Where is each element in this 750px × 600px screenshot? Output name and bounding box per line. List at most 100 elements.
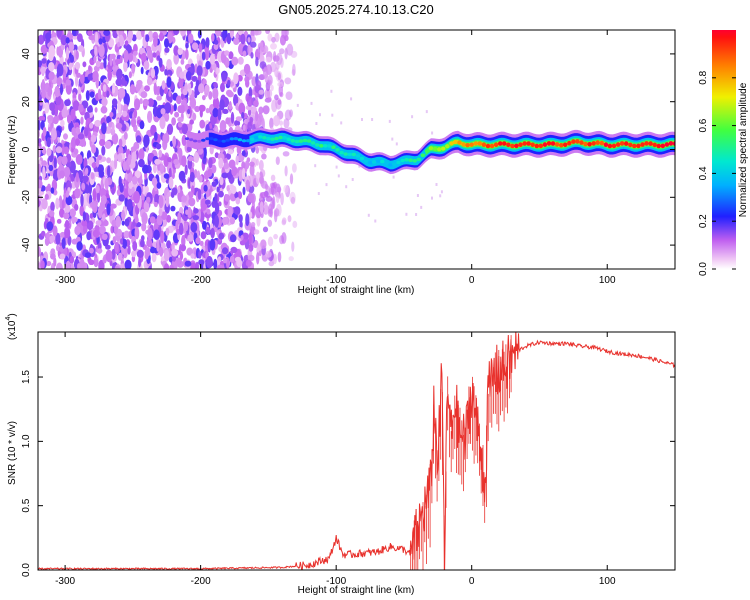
- noise-blob: [89, 213, 94, 219]
- noise-blob: [72, 100, 80, 111]
- noise-speck: [358, 164, 361, 168]
- noise-blob: [283, 184, 289, 194]
- noise-blob: [41, 79, 45, 90]
- x-tick-label: 100: [599, 275, 616, 286]
- y-tick-label: -40: [21, 237, 32, 252]
- noise-blob: [121, 123, 127, 132]
- noise-blob: [92, 229, 99, 238]
- noise-blob: [173, 30, 179, 36]
- noise-blob: [184, 164, 188, 176]
- noise-blob: [140, 66, 144, 75]
- noise-blob: [222, 216, 229, 225]
- noise-blob: [56, 63, 64, 77]
- noise-blob: [181, 234, 186, 248]
- noise-blob: [69, 255, 75, 264]
- noise-blob: [255, 158, 259, 166]
- noise-blob: [49, 102, 55, 112]
- noise-blob: [255, 110, 259, 122]
- noise-blob: [259, 176, 265, 184]
- noise-blob: [164, 112, 170, 122]
- noise-blob: [233, 72, 239, 85]
- noise-blob: [61, 155, 68, 166]
- noise-blob: [134, 216, 139, 224]
- noise-blob: [77, 133, 85, 140]
- noise-blob: [275, 191, 280, 204]
- noise-blob: [181, 123, 188, 135]
- noise-blob: [153, 163, 157, 174]
- noise-blob: [197, 189, 202, 200]
- ridge-peak: [249, 137, 255, 141]
- noise-blob: [212, 96, 220, 110]
- ridge-peak: [209, 137, 214, 141]
- snr-series-detail: [410, 335, 512, 570]
- noise-blob: [117, 252, 123, 261]
- noise-blob: [64, 204, 71, 214]
- noise-blob: [50, 253, 56, 260]
- ridge-peak: [241, 139, 247, 143]
- x-tick-label: 0: [469, 275, 475, 286]
- noise-speck: [345, 185, 348, 189]
- noise-blob: [91, 162, 97, 169]
- noise-blob: [63, 146, 70, 155]
- noise-blob: [213, 258, 218, 269]
- noise-blob: [132, 241, 138, 251]
- ridge-peak: [197, 139, 202, 143]
- noise-blob: [49, 210, 55, 217]
- noise-blob: [214, 30, 222, 37]
- noise-blob: [145, 34, 150, 42]
- ridge-peak: [489, 143, 495, 149]
- noise-blob: [218, 190, 224, 198]
- noise-blob: [221, 172, 228, 179]
- noise-blob: [243, 63, 251, 75]
- noise-blob: [93, 55, 97, 64]
- noise-blob: [285, 91, 293, 100]
- noise-blob: [235, 197, 241, 205]
- noise-blob: [40, 44, 48, 54]
- noise-blob: [227, 206, 233, 218]
- noise-blob: [88, 65, 92, 72]
- noise-blob: [156, 143, 162, 150]
- noise-blob: [111, 133, 119, 145]
- colorbar-tick-label: 0.8: [698, 70, 709, 84]
- noise-blob: [248, 244, 254, 252]
- noise-blob: [81, 220, 88, 227]
- noise-speck: [425, 110, 428, 114]
- noise-blob: [80, 116, 84, 125]
- ridge-peak: [400, 158, 405, 163]
- noise-blob: [240, 33, 246, 45]
- x-tick-label: -300: [55, 576, 75, 587]
- noise-blob: [265, 250, 272, 258]
- noise-blob: [153, 221, 159, 231]
- noise-blob: [245, 259, 252, 267]
- noise-blob: [69, 208, 77, 218]
- spectral-ridge: [184, 127, 675, 175]
- noise-blob: [101, 131, 106, 142]
- ridge-peak: [477, 141, 482, 146]
- noise-blob: [206, 208, 211, 215]
- ridge-peak: [481, 142, 487, 147]
- noise-blob: [84, 252, 92, 258]
- noise-blob: [87, 106, 93, 113]
- noise-blob: [199, 109, 203, 118]
- noise-blob: [204, 84, 210, 94]
- ridge-peak: [310, 141, 316, 145]
- ridge-peak: [237, 138, 243, 142]
- noise-blob: [105, 126, 112, 134]
- noise-blob: [48, 45, 56, 59]
- ridge-peak: [302, 138, 308, 143]
- noise-blob: [240, 234, 244, 241]
- noise-blob: [131, 186, 135, 193]
- noise-blob: [75, 154, 83, 165]
- noise-blob: [165, 227, 170, 236]
- ridge-peak: [502, 141, 507, 146]
- noise-blob: [55, 232, 61, 245]
- noise-blob: [221, 72, 227, 82]
- ridge-peak: [563, 142, 568, 148]
- noise-blob: [211, 181, 217, 187]
- ridge-peak: [518, 142, 523, 147]
- ridge-peak: [363, 159, 369, 163]
- noise-blob: [177, 186, 181, 194]
- noise-blob: [191, 42, 199, 51]
- noise-blob: [214, 152, 219, 159]
